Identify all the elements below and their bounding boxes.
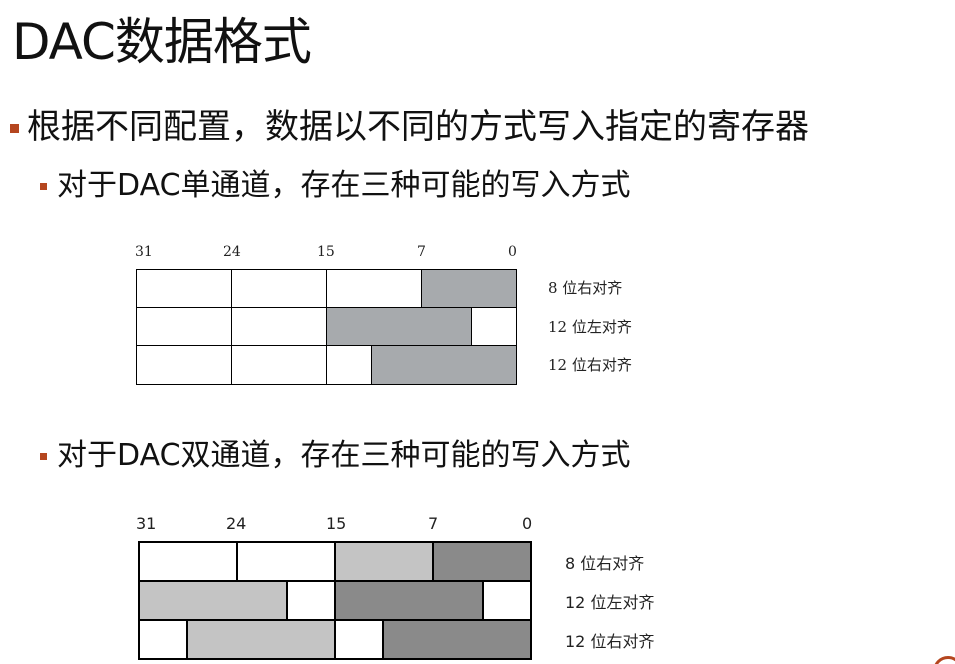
register-segment <box>482 580 532 621</box>
register-data-segment <box>138 580 288 621</box>
bit-tick-24: 24 <box>226 514 247 533</box>
register-data-segment <box>421 269 517 308</box>
register-segment <box>231 345 327 385</box>
dual-channel-diagram: 31 24 15 7 0 8 位右对齐 12 位左对齐 12 位右对齐 <box>130 510 690 664</box>
register-row-8bit-right <box>138 541 532 582</box>
bullet-square-icon <box>40 453 47 460</box>
row-label-12bit-right: 12 位右对齐 <box>565 632 655 651</box>
register-row-12bit-right <box>138 619 532 660</box>
register-segment <box>286 580 336 621</box>
bit-tick-31: 31 <box>135 244 153 260</box>
row-label-8bit-right: 8 位右对齐 <box>548 279 623 297</box>
bullet-square-icon <box>40 183 47 190</box>
register-segment <box>326 345 372 385</box>
dual-channel-bullet: 对于DAC双通道，存在三种可能的写入方式 <box>40 434 631 478</box>
bit-tick-15: 15 <box>326 514 347 533</box>
register-segment <box>326 269 422 308</box>
register-row-12bit-left <box>136 307 517 346</box>
bullet-square-icon <box>10 124 19 133</box>
bit-tick-31: 31 <box>136 514 157 533</box>
register-data-segment <box>186 619 336 660</box>
register-data-segment <box>371 345 517 385</box>
row-label-8bit-right: 8 位右对齐 <box>565 554 645 573</box>
register-data-segment <box>326 307 472 346</box>
register-data-segment <box>334 580 484 621</box>
single-channel-bullet: 对于DAC单通道，存在三种可能的写入方式 <box>40 164 631 208</box>
row-label-12bit-left: 12 位左对齐 <box>565 593 655 612</box>
register-segment <box>231 307 327 346</box>
main-bullet: 根据不同配置，数据以不同的方式写入指定的寄存器 <box>10 104 809 150</box>
bit-tick-7: 7 <box>428 514 439 533</box>
bit-tick-24: 24 <box>223 244 241 260</box>
register-segment <box>138 619 188 660</box>
dual-channel-bullet-text: 对于DAC双通道，存在三种可能的写入方式 <box>57 438 631 473</box>
corner-decoration-icon <box>931 654 955 664</box>
register-row-12bit-left <box>138 580 532 621</box>
register-data-segment <box>334 541 434 582</box>
bit-tick-15: 15 <box>317 244 335 260</box>
row-label-12bit-left: 12 位左对齐 <box>548 318 632 336</box>
single-channel-bullet-text: 对于DAC单通道，存在三种可能的写入方式 <box>57 168 631 203</box>
register-row-12bit-right <box>136 345 517 385</box>
register-segment <box>236 541 336 582</box>
register-segment <box>136 307 232 346</box>
register-segment <box>334 619 384 660</box>
register-segment <box>136 269 232 308</box>
slide-title: DAC数据格式 <box>12 13 312 71</box>
register-segment <box>471 307 517 346</box>
register-segment <box>231 269 327 308</box>
bit-tick-0: 0 <box>522 514 533 533</box>
row-label-12bit-right: 12 位右对齐 <box>548 356 632 374</box>
bit-tick-7: 7 <box>417 244 426 260</box>
register-row-8bit-right <box>136 269 517 308</box>
register-segment <box>136 345 232 385</box>
main-bullet-text: 根据不同配置，数据以不同的方式写入指定的寄存器 <box>27 107 809 147</box>
bit-tick-0: 0 <box>508 244 517 260</box>
register-data-segment <box>382 619 532 660</box>
register-segment <box>138 541 238 582</box>
register-data-segment <box>432 541 532 582</box>
single-channel-diagram: 31 24 15 7 0 8 位右对齐 12 位左对齐 12 位右对齐 <box>130 240 670 400</box>
